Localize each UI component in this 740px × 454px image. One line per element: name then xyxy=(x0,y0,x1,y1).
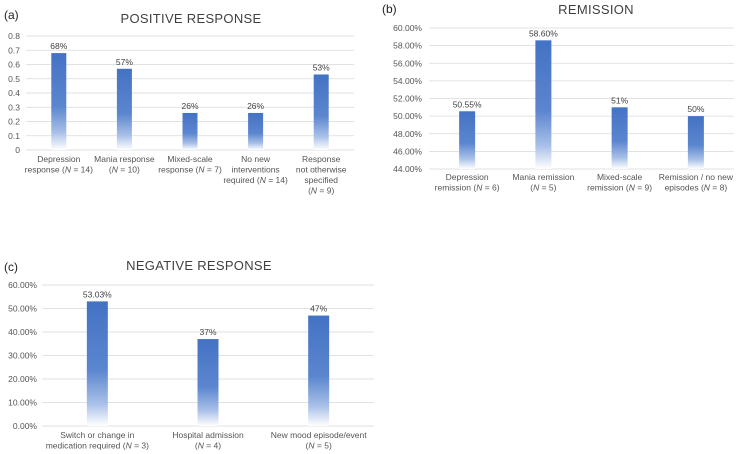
category-label: Mixed-scale xyxy=(597,172,643,182)
category-label: Remission / no new xyxy=(659,172,734,182)
y-tick-label: 0.2 xyxy=(8,117,20,127)
bar xyxy=(459,111,476,169)
data-label: 47% xyxy=(310,304,327,314)
y-tick-label: 56.00% xyxy=(393,58,422,68)
y-tick-label: 46.00% xyxy=(393,146,422,156)
y-tick-label: 60.00% xyxy=(393,23,422,33)
bar xyxy=(248,112,264,150)
bar xyxy=(611,107,628,169)
data-label: 37% xyxy=(199,327,216,337)
y-tick-label: 44.00% xyxy=(393,164,422,174)
category-label: remission (N = 6) xyxy=(435,183,500,193)
panel-label: (c) xyxy=(4,260,18,274)
category-label: required (N = 14) xyxy=(223,175,288,185)
category-label: response (N = 7) xyxy=(158,165,222,175)
bar xyxy=(687,116,704,169)
y-tick-label: 50.00% xyxy=(393,111,422,121)
category-label: medication required (N = 3) xyxy=(46,441,149,451)
category-label: not otherwise xyxy=(296,165,347,175)
y-tick-label: 0.00% xyxy=(13,421,38,431)
category-label: Depression xyxy=(37,154,80,164)
y-tick-label: 0.1 xyxy=(8,131,20,141)
data-label: 26% xyxy=(247,101,264,111)
data-label: 53% xyxy=(313,62,330,72)
category-label: remission (N = 9) xyxy=(587,183,652,193)
y-tick-label: 0.8 xyxy=(8,31,20,41)
data-label: 57% xyxy=(116,57,133,67)
y-tick-label: 52.00% xyxy=(393,94,422,104)
y-tick-label: 40.00% xyxy=(8,327,37,337)
panel-label: (b) xyxy=(382,2,397,16)
category-label: (N = 5) xyxy=(530,183,556,193)
y-tick-label: 0.3 xyxy=(8,102,20,112)
category-label: Hospital admission xyxy=(172,430,244,440)
data-label: 51% xyxy=(611,95,628,105)
panel-label: (a) xyxy=(4,8,19,22)
data-label: 50% xyxy=(687,104,704,114)
category-label: (N = 10) xyxy=(109,165,140,175)
data-label: 58.60% xyxy=(529,28,558,38)
y-tick-label: 0.6 xyxy=(8,60,20,70)
bar xyxy=(51,53,67,150)
category-label: specified xyxy=(304,175,338,185)
category-label: response (N = 14) xyxy=(25,165,93,175)
category-label: (N = 5) xyxy=(306,441,332,451)
y-tick-label: 54.00% xyxy=(393,76,422,86)
category-label: episodes (N = 8) xyxy=(665,183,728,193)
category-label: Mania response xyxy=(94,154,155,164)
data-label: 26% xyxy=(181,101,198,111)
category-label: interventions xyxy=(231,165,279,175)
bar xyxy=(535,40,552,170)
panel-positive: (a) POSITIVE RESPONSE 0 0.1 0.2 0.3 0.4 0.5 0.6 0… xyxy=(4,8,354,196)
data-label: 50.55% xyxy=(453,99,482,109)
y-tick-label: 48.00% xyxy=(393,129,422,139)
category-label: Response xyxy=(302,154,341,164)
y-tick-label: 0 xyxy=(15,145,20,155)
panel-remission: (b) REMISSION 44.00% 46.00% 48.00% 50.00% 52.0… xyxy=(382,2,734,193)
bar xyxy=(182,112,198,150)
y-tick-label: 58.00% xyxy=(393,41,422,51)
category-label: New mood episode/event xyxy=(271,430,368,440)
category-label: Mania remission xyxy=(512,172,574,182)
category-label: (N = 4) xyxy=(195,441,221,451)
panel-negative: (c) NEGATIVE RESPONSE 0.00% 10.00% 20.00% 30.… xyxy=(4,258,374,451)
category-label: Mixed-scale xyxy=(167,154,213,164)
chart-title: POSITIVE RESPONSE xyxy=(121,11,262,26)
category-label: (N = 9) xyxy=(308,186,334,196)
y-tick-label: 10.00% xyxy=(8,398,37,408)
data-label: 53.03% xyxy=(83,289,112,299)
y-tick-label: 0.5 xyxy=(8,74,20,84)
category-label: No new xyxy=(241,154,271,164)
bar xyxy=(313,74,329,150)
category-label: Switch or change in xyxy=(60,430,134,440)
y-tick-label: 0.4 xyxy=(8,88,20,98)
bar xyxy=(308,315,330,426)
y-tick-label: 20.00% xyxy=(8,374,37,384)
bar xyxy=(197,339,219,426)
category-label: Depression xyxy=(446,172,489,182)
y-tick-label: 0.7 xyxy=(8,45,20,55)
chart-title: REMISSION xyxy=(558,2,634,17)
data-label: 68% xyxy=(50,41,67,51)
bar xyxy=(86,301,108,426)
y-tick-label: 60.00% xyxy=(8,280,37,290)
chart-title: NEGATIVE RESPONSE xyxy=(126,258,272,273)
bar xyxy=(116,68,132,150)
y-tick-label: 50.00% xyxy=(8,304,37,314)
y-tick-label: 30.00% xyxy=(8,351,37,361)
